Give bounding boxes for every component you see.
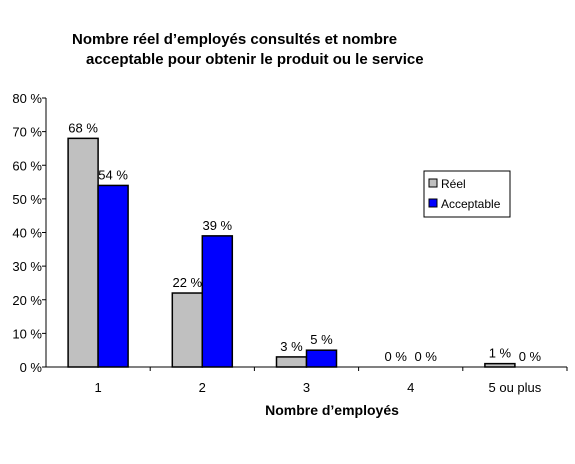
bar-acceptable bbox=[305, 349, 338, 368]
chart-title-line2: acceptable pour obtenir le produit ou le… bbox=[86, 51, 424, 68]
y-tick-label: 60 % bbox=[12, 158, 42, 173]
data-label: 68 % bbox=[68, 120, 98, 135]
y-tick-label: 80 % bbox=[12, 91, 42, 106]
data-label: 22 % bbox=[172, 275, 202, 290]
data-label: 0 % bbox=[519, 349, 542, 364]
bar-réel bbox=[67, 137, 99, 368]
legend: Réel Acceptable bbox=[423, 170, 511, 218]
x-tick-label: 5 ou plus bbox=[489, 380, 542, 395]
legend-swatch-réel bbox=[428, 178, 438, 188]
y-tick-label: 70 % bbox=[12, 125, 42, 140]
y-tick-label: 20 % bbox=[12, 293, 42, 308]
x-tick-label: 4 bbox=[407, 380, 414, 395]
x-tick-label: 1 bbox=[94, 380, 101, 395]
data-label: 1 % bbox=[489, 346, 512, 361]
data-label: 39 % bbox=[202, 218, 232, 233]
x-tick-label: 3 bbox=[303, 380, 310, 395]
bar-acceptable bbox=[97, 184, 129, 368]
legend-label-réel: Réel bbox=[441, 177, 466, 191]
data-label: 3 % bbox=[280, 339, 303, 354]
x-axis-label: Nombre d’employés bbox=[265, 402, 399, 418]
y-tick-label: 50 % bbox=[12, 192, 42, 207]
data-label: 5 % bbox=[310, 332, 333, 347]
plot-area: 0 %10 %20 %30 %40 %50 %60 %70 %80 %168 %… bbox=[12, 91, 568, 395]
data-label: 0 % bbox=[384, 349, 407, 364]
y-tick-label: 30 % bbox=[12, 259, 42, 274]
bar-acceptable bbox=[201, 235, 234, 368]
bar-réel bbox=[275, 356, 308, 368]
y-tick-label: 10 % bbox=[12, 326, 42, 341]
legend-swatch-acceptable bbox=[428, 198, 438, 208]
y-tick-label: 0 % bbox=[20, 360, 43, 375]
y-tick-label: 40 % bbox=[12, 226, 42, 241]
legend-label-acceptable: Acceptable bbox=[441, 197, 501, 211]
data-label: 0 % bbox=[414, 349, 437, 364]
bar-réel bbox=[171, 292, 204, 368]
chart-title-line1: Nombre réel d’employés consultés et nomb… bbox=[72, 31, 397, 48]
data-label: 54 % bbox=[98, 167, 128, 182]
legend-box bbox=[423, 170, 511, 218]
x-tick-label: 2 bbox=[199, 380, 206, 395]
bar-réel bbox=[484, 362, 516, 368]
